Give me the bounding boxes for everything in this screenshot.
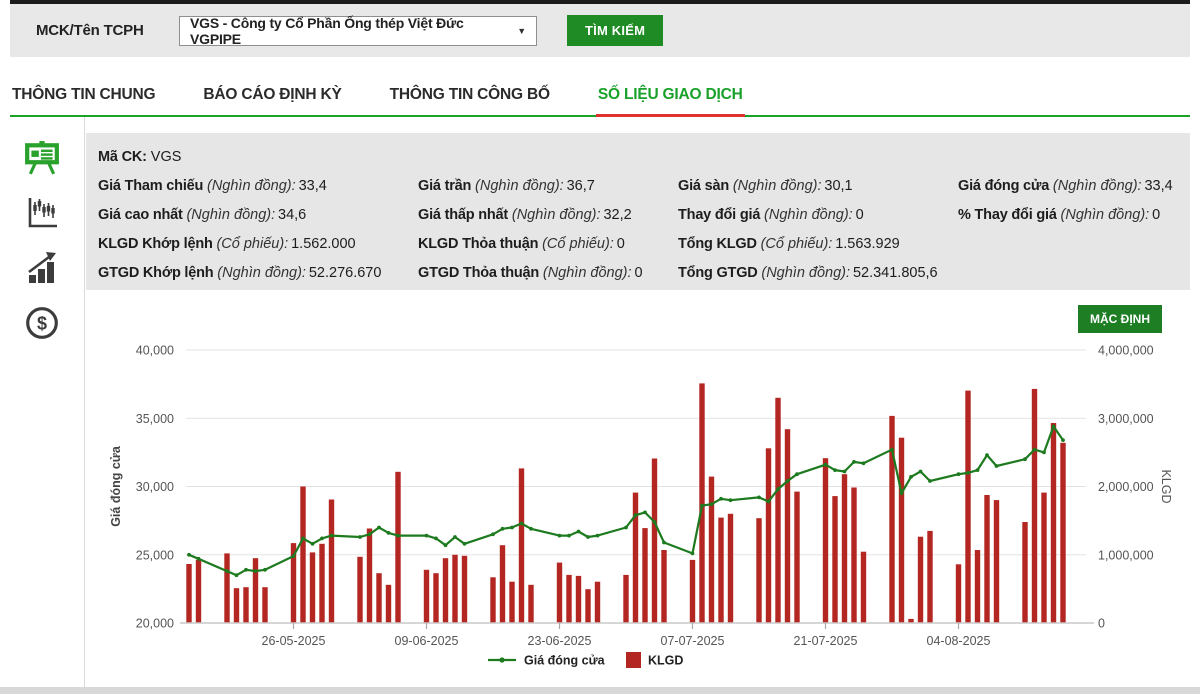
sidebar: $ xyxy=(0,117,85,690)
svg-text:3,000,000: 3,000,000 xyxy=(1098,412,1154,426)
tab-so-lieu-giao-dich[interactable]: SỐ LIỆU GIAO DỊCH xyxy=(595,86,745,117)
bar-chart-growth-icon xyxy=(24,251,60,290)
chart-legend: Giá đóng cửa KLGD xyxy=(488,652,683,668)
info-field: KLGD Khớp lệnh (Cổ phiếu): 1.562.000 xyxy=(98,235,356,252)
info-field: Tổng GTGD (Nghìn đồng): 52.341.805,6 xyxy=(678,264,938,281)
svg-text:$: $ xyxy=(37,313,47,333)
search-button[interactable]: TÌM KIẾM xyxy=(567,15,664,46)
info-field: Giá cao nhất (Nghìn đồng): 34,6 xyxy=(98,206,307,223)
info-field: KLGD Thỏa thuận (Cổ phiếu): 0 xyxy=(418,235,625,252)
company-select[interactable]: VGS - Công ty Cổ Phần Ống thép Việt Đức … xyxy=(179,14,537,47)
info-field: % Thay đổi giá (Nghìn đồng): 0 xyxy=(958,206,1161,223)
svg-text:07-07-2025: 07-07-2025 xyxy=(661,634,725,648)
svg-text:09-06-2025: 09-06-2025 xyxy=(395,634,459,648)
info-field: Giá đóng cửa (Nghìn đồng): 33,4 xyxy=(958,177,1173,194)
volume-bars xyxy=(186,383,1066,624)
stock-info-panel: Mã CK: VGS Giá Tham chiếu (Nghìn đồng): … xyxy=(86,133,1190,290)
svg-text:25,000: 25,000 xyxy=(136,548,174,562)
footer-strip xyxy=(0,687,1200,694)
info-field: GTGD Khớp lệnh (Nghìn đồng): 52.276.670 xyxy=(98,264,382,281)
svg-text:04-08-2025: 04-08-2025 xyxy=(927,634,991,648)
presentation-board-icon xyxy=(24,140,60,180)
search-bar: MCK/Tên TCPH VGS - Công ty Cổ Phần Ống t… xyxy=(10,4,1190,57)
price-volume-chart: 40,000 35,000 30,000 25,000 20,000 4,000,000 3… xyxy=(96,333,1186,678)
sidebar-item-finance[interactable]: $ xyxy=(24,306,60,342)
tab-bar: THÔNG TIN CHUNG BÁO CÁO ĐỊNH KỲ THÔNG TIN … xyxy=(10,78,1190,117)
ticker-code: Mã CK: VGS xyxy=(98,148,182,165)
top-strip xyxy=(10,0,1190,4)
svg-text:26-05-2025: 26-05-2025 xyxy=(262,634,326,648)
info-field: Giá thấp nhất (Nghìn đồng): 32,2 xyxy=(418,206,632,223)
tab-thong-tin-chung[interactable]: THÔNG TIN CHUNG xyxy=(12,86,156,103)
sidebar-item-overview[interactable] xyxy=(24,140,60,180)
svg-text:Giá đóng cửa: Giá đóng cửa xyxy=(109,445,123,527)
svg-text:23-06-2025: 23-06-2025 xyxy=(528,634,592,648)
chart-panel: MẶC ĐỊNH 40,000 35,000 30,000 25,000 20,000 4… xyxy=(86,295,1190,687)
svg-text:30,000: 30,000 xyxy=(136,480,174,494)
svg-text:1,000,000: 1,000,000 xyxy=(1098,548,1154,562)
svg-text:20,000: 20,000 xyxy=(136,617,174,631)
candlestick-chart-icon xyxy=(24,196,60,235)
info-field: Thay đổi giá (Nghìn đồng): 0 xyxy=(678,206,864,223)
svg-text:0: 0 xyxy=(1098,617,1105,631)
dollar-coin-icon: $ xyxy=(24,305,60,346)
svg-text:35,000: 35,000 xyxy=(136,412,174,426)
ticker-label: MCK/Tên TCPH xyxy=(36,22,144,39)
svg-text:21-07-2025: 21-07-2025 xyxy=(794,634,858,648)
svg-text:4,000,000: 4,000,000 xyxy=(1098,344,1154,358)
sidebar-item-candlestick[interactable] xyxy=(24,196,60,235)
company-select-value: VGS - Công ty Cổ Phần Ống thép Việt Đức … xyxy=(190,14,464,47)
chevron-down-icon: ▼ xyxy=(517,25,526,36)
default-view-button[interactable]: MẶC ĐỊNH xyxy=(1078,305,1162,333)
sidebar-item-bar-chart[interactable] xyxy=(24,251,60,290)
info-field: Tổng KLGD (Cổ phiếu): 1.563.929 xyxy=(678,235,900,252)
price-line xyxy=(187,424,1065,578)
svg-text:KLGD: KLGD xyxy=(648,654,683,668)
info-field: Giá Tham chiếu (Nghìn đồng): 33,4 xyxy=(98,177,327,194)
svg-text:KLGD: KLGD xyxy=(1159,469,1173,503)
info-field: GTGD Thỏa thuận (Nghìn đồng): 0 xyxy=(418,264,643,281)
info-field: Giá sàn (Nghìn đồng): 30,1 xyxy=(678,177,853,194)
tab-bao-cao-dinh-ky[interactable]: BÁO CÁO ĐỊNH KỲ xyxy=(203,86,342,103)
info-field: Giá trần (Nghìn đồng): 36,7 xyxy=(418,177,595,194)
svg-text:40,000: 40,000 xyxy=(136,344,174,358)
svg-text:Giá đóng cửa: Giá đóng cửa xyxy=(524,654,606,668)
tab-thong-tin-cong-bo[interactable]: THÔNG TIN CÔNG BỐ xyxy=(389,86,550,103)
svg-text:2,000,000: 2,000,000 xyxy=(1098,480,1154,494)
